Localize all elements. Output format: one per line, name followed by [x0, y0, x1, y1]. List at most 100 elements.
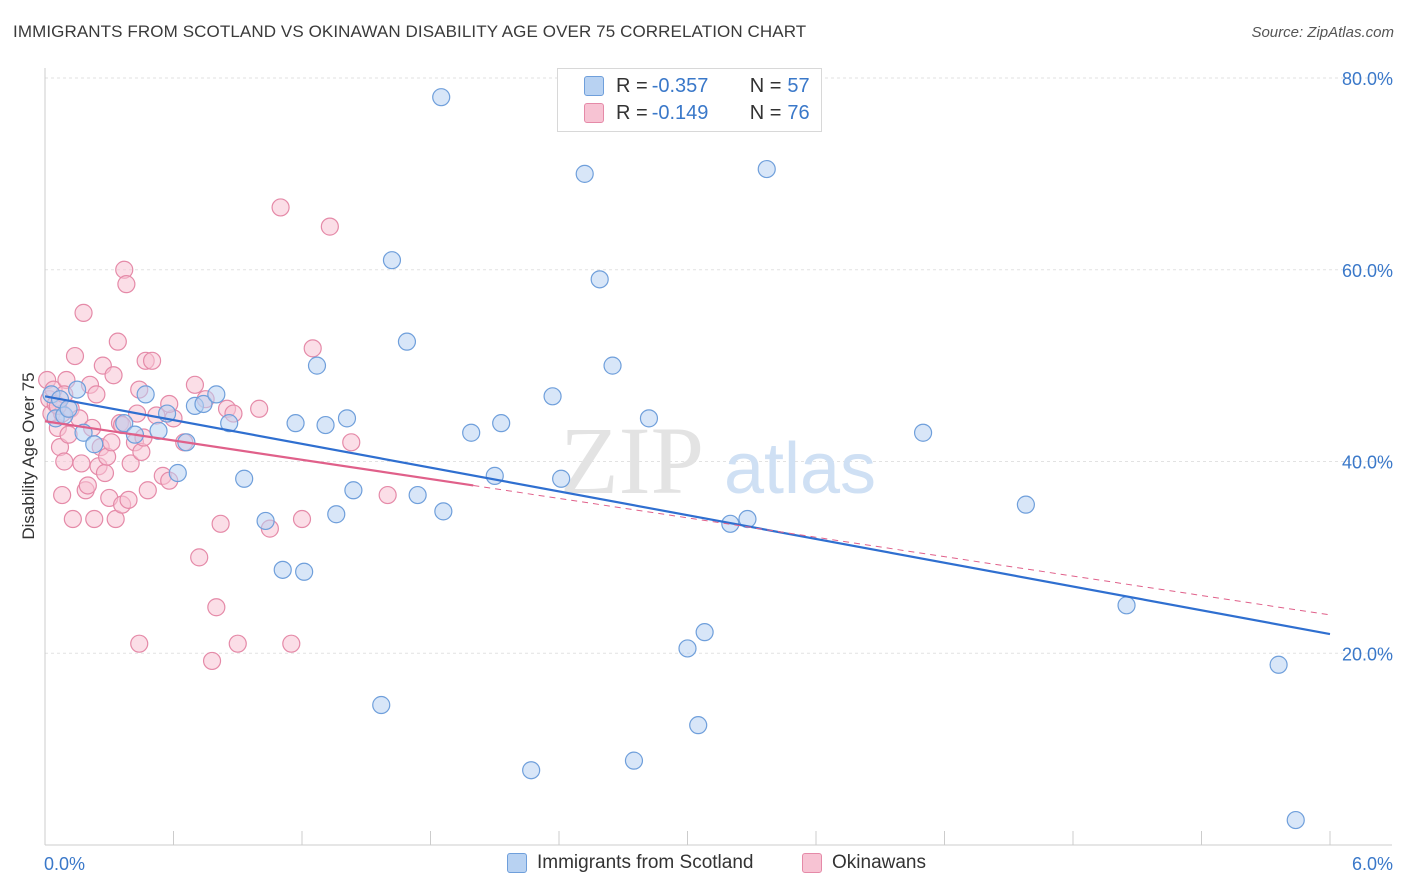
okinawa-point	[292, 509, 312, 529]
okinawa-point	[72, 454, 91, 473]
scotland-point	[1117, 596, 1136, 615]
scotland-point	[68, 380, 87, 399]
scotland-point	[397, 332, 417, 351]
legend-label-scotland: Immigrants from Scotland	[537, 852, 754, 873]
okinawa-point	[211, 514, 230, 533]
okinawa-trend-line	[44, 420, 474, 487]
legend-item-okinawa: Okinawans	[802, 852, 926, 874]
scotland-point	[327, 505, 346, 524]
scotland-point	[337, 409, 357, 428]
scotland-point	[432, 88, 451, 107]
okinawa-point	[55, 452, 74, 471]
scotland-point	[136, 385, 155, 404]
scotland-point	[235, 469, 254, 488]
okinawa-point	[78, 476, 97, 495]
scotland-point	[207, 385, 226, 404]
okinawa-point	[87, 385, 106, 404]
watermark-zip: ZIP	[560, 407, 704, 514]
okinawa-point	[228, 634, 247, 653]
scotland-point	[273, 560, 292, 579]
scotland-point	[382, 251, 402, 270]
scotland-point	[372, 695, 391, 715]
scotland-point	[256, 511, 275, 531]
okinawa-point	[74, 303, 93, 322]
n-label: N =	[749, 75, 782, 97]
r-label: R =	[616, 102, 648, 124]
y-tick-label: 20.0%	[1342, 644, 1393, 664]
scotland-point	[543, 387, 562, 406]
scotland-point	[85, 435, 104, 454]
okinawa-swatch	[584, 103, 604, 123]
scotland-point	[695, 623, 714, 642]
source-label: Source: ZipAtlas.com	[1251, 24, 1394, 41]
okinawa-point	[142, 351, 162, 370]
r-value: -0.149	[651, 102, 709, 124]
scotland-point	[575, 164, 594, 183]
scotland-trend-line	[44, 395, 1331, 636]
y-tick-label: 40.0%	[1342, 453, 1393, 473]
scotland-points	[42, 88, 1305, 830]
scotland-point	[522, 761, 541, 780]
scotland-point	[913, 423, 933, 442]
okinawa-point	[59, 425, 78, 444]
okinawa-point	[185, 375, 205, 394]
tick-labels: 20.0% 40.0% 60.0% 80.0% 0.0% 6.0%	[44, 69, 1393, 874]
okinawa-point	[190, 548, 209, 567]
chart-title: IMMIGRANTS FROM SCOTLAND VS OKINAWAN DIS…	[13, 22, 807, 41]
okinawa-point	[119, 490, 138, 509]
n-label: N =	[749, 102, 782, 124]
okinawa-point	[207, 598, 226, 617]
okinawa-point	[271, 198, 290, 217]
okinawa-point	[130, 634, 149, 653]
scotland-point	[194, 394, 213, 414]
okinawa-point	[378, 485, 397, 505]
okinawa-point	[102, 433, 121, 452]
okinawa-point	[65, 346, 85, 366]
okinawa-point	[342, 433, 361, 452]
scotland-point	[462, 423, 481, 442]
scotland-point	[344, 481, 363, 500]
okinawa-trend-extension	[473, 484, 1331, 616]
watermark: ZIP atlas	[560, 407, 876, 514]
x-tick-label: 6.0%	[1352, 854, 1393, 874]
okinawa-point	[63, 509, 82, 529]
scotland-point	[286, 414, 305, 433]
watermark-atlas: atlas	[724, 429, 876, 509]
okinawa-point	[95, 463, 115, 483]
scotland-point	[603, 356, 622, 375]
y-tick-label: 60.0%	[1342, 261, 1393, 281]
scotland-point	[434, 502, 453, 521]
y-tick-label: 80.0%	[1342, 69, 1393, 89]
scotland-point	[1016, 495, 1035, 514]
r-value: -0.357	[651, 75, 709, 97]
scotland-point	[408, 485, 427, 505]
correlation-legend: R = -0.357 N = 57 R = -0.149 N = 76	[557, 68, 822, 132]
scotland-point	[678, 639, 697, 658]
scotland-point	[295, 562, 314, 581]
y-axis-label: Disability Age Over 75	[19, 372, 38, 539]
legend-row-okinawa: R = -0.149 N = 76	[584, 100, 810, 126]
n-value: 57	[787, 75, 810, 97]
r-label: R =	[616, 75, 648, 97]
scotland-point	[316, 415, 335, 435]
x-tick-label: 0.0%	[44, 854, 85, 874]
n-value: 76	[787, 102, 810, 124]
scotland-point	[485, 466, 504, 485]
okinawa-point	[250, 399, 269, 418]
axes	[44, 68, 1392, 846]
scotland-point	[168, 463, 187, 483]
scotland-point	[624, 751, 644, 770]
scotland-point	[590, 270, 609, 289]
okinawa-point	[303, 339, 322, 358]
okinawa-point	[53, 485, 72, 505]
scotland-point	[738, 509, 757, 529]
scotland-point	[307, 356, 327, 375]
scotland-point	[552, 469, 571, 488]
okinawa-point	[85, 509, 104, 529]
scotland-point	[1286, 810, 1305, 830]
legend-label-okinawa: Okinawans	[832, 852, 926, 873]
okinawa-swatch	[802, 853, 822, 873]
scotland-swatch	[507, 853, 527, 873]
legend-item-scotland: Immigrants from Scotland	[507, 852, 753, 874]
